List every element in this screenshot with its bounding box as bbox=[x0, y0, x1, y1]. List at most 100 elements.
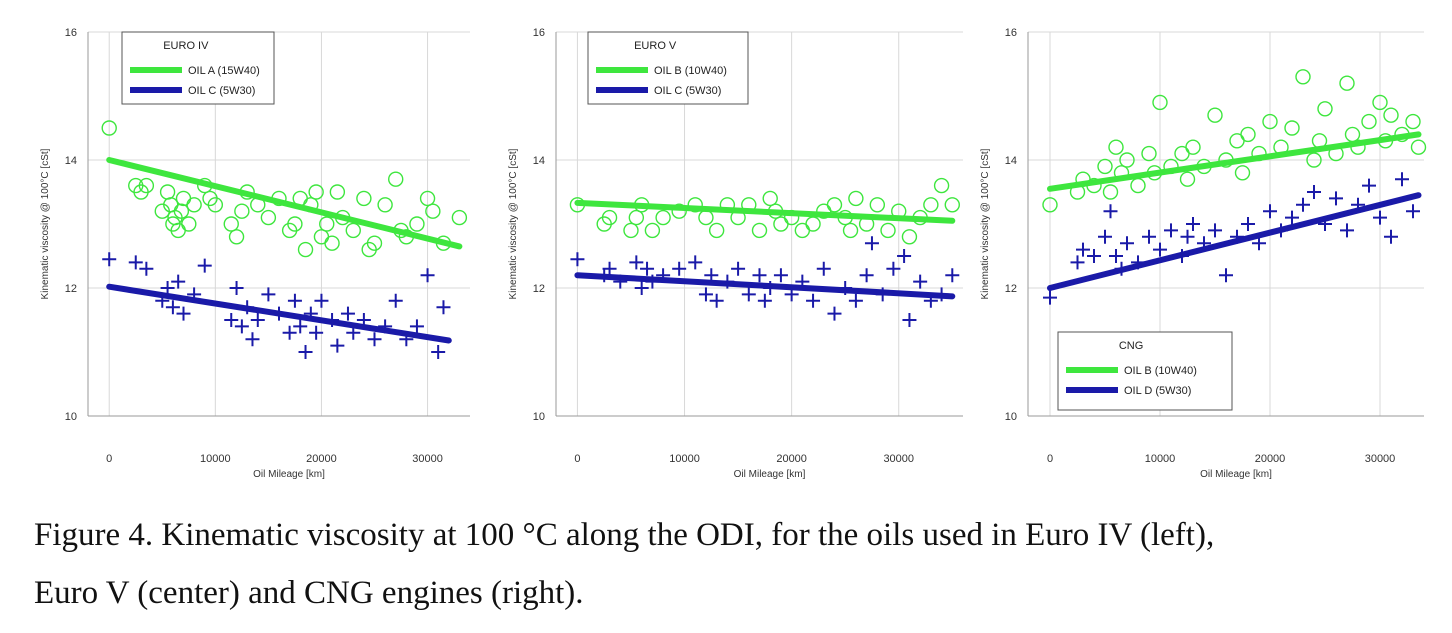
y-tick-label: 12 bbox=[1005, 283, 1017, 295]
data-point-plus bbox=[1070, 255, 1085, 270]
x-tick-label: 0 bbox=[1047, 453, 1053, 465]
data-point-circle bbox=[159, 184, 176, 200]
data-point-plus bbox=[229, 281, 244, 295]
data-point-circle bbox=[419, 190, 436, 207]
data-point-circle bbox=[138, 177, 155, 194]
data-point-plus bbox=[1109, 249, 1123, 263]
data-point-plus bbox=[741, 287, 756, 302]
y-tick-label: 10 bbox=[1005, 411, 1017, 423]
series-green bbox=[569, 177, 960, 245]
legend-label: OIL C (5W30) bbox=[654, 85, 721, 97]
x-tick-label: 20000 bbox=[1255, 453, 1286, 465]
data-point-circle bbox=[1130, 177, 1146, 194]
data-point-circle bbox=[628, 209, 645, 226]
x-axis-title: Oil Mileage [km] bbox=[734, 469, 806, 480]
figure-caption: Figure 4. Kinematic viscosity at 100 °C … bbox=[34, 506, 1434, 622]
data-point-plus bbox=[816, 261, 831, 276]
data-point-plus bbox=[224, 313, 239, 327]
trend-line bbox=[106, 283, 452, 344]
x-tick-label: 20000 bbox=[776, 453, 807, 465]
data-point-circle bbox=[451, 209, 468, 226]
y-tick-label: 14 bbox=[65, 155, 77, 167]
data-point-plus bbox=[570, 252, 585, 267]
y-axis-title: Kinematic viscosity @ 100°C [cSt] bbox=[508, 148, 519, 299]
data-point-plus bbox=[634, 281, 649, 295]
data-point-plus bbox=[128, 255, 143, 270]
data-point-plus bbox=[1103, 204, 1118, 219]
legend-label: OIL A (15W40) bbox=[188, 65, 260, 77]
data-point-circle bbox=[1234, 165, 1251, 181]
data-point-circle bbox=[356, 190, 372, 207]
data-point-plus bbox=[1307, 185, 1321, 199]
data-point-circle bbox=[1240, 126, 1256, 143]
y-tick-label: 12 bbox=[65, 283, 77, 295]
data-point-circle bbox=[923, 197, 939, 213]
legend-label: OIL D (5W30) bbox=[1124, 385, 1191, 397]
data-point-plus bbox=[827, 306, 842, 321]
data-point-plus bbox=[1406, 204, 1420, 219]
data-point-plus bbox=[864, 236, 879, 251]
data-point-circle bbox=[409, 216, 425, 232]
data-point-circle bbox=[1405, 113, 1421, 130]
trend-line bbox=[1047, 192, 1422, 291]
data-point-plus bbox=[1384, 229, 1398, 244]
y-tick-label: 12 bbox=[533, 283, 545, 295]
series-blue bbox=[570, 236, 960, 327]
data-point-plus bbox=[282, 325, 297, 340]
data-point-plus bbox=[1329, 191, 1343, 206]
data-point-circle bbox=[1097, 158, 1113, 175]
data-point-circle bbox=[708, 222, 725, 239]
x-tick-label: 0 bbox=[574, 453, 580, 465]
data-point-plus bbox=[1263, 204, 1277, 219]
data-point-plus bbox=[171, 274, 186, 289]
legend-title: CNG bbox=[1119, 340, 1143, 352]
data-point-plus bbox=[197, 258, 212, 273]
caption-line-2: Euro V (center) and CNG engines (right). bbox=[34, 575, 584, 611]
data-point-plus bbox=[165, 300, 180, 315]
legend-label: OIL B (10W40) bbox=[654, 65, 727, 77]
data-point-plus bbox=[330, 338, 345, 353]
x-tick-label: 30000 bbox=[1365, 453, 1396, 465]
data-point-plus bbox=[672, 261, 687, 276]
data-point-circle bbox=[1141, 145, 1157, 162]
data-point-circle bbox=[207, 197, 224, 213]
data-point-circle bbox=[1339, 75, 1355, 91]
y-tick-label: 16 bbox=[1005, 27, 1017, 39]
data-point-circle bbox=[1174, 145, 1190, 162]
data-point-circle bbox=[644, 222, 661, 239]
data-point-plus bbox=[176, 306, 191, 321]
series-blue bbox=[102, 252, 452, 359]
data-point-circle bbox=[1042, 197, 1058, 213]
data-point-circle bbox=[1102, 184, 1119, 200]
x-tick-label: 10000 bbox=[669, 453, 700, 465]
x-tick-label: 10000 bbox=[1145, 453, 1176, 465]
data-point-circle bbox=[1284, 120, 1300, 136]
data-point-circle bbox=[1317, 101, 1333, 117]
data-point-plus bbox=[1142, 229, 1156, 244]
data-point-circle bbox=[1372, 94, 1388, 111]
data-point-circle bbox=[319, 216, 335, 232]
data-point-plus bbox=[388, 293, 403, 308]
legend: EURO IV OIL A (15W40) OIL C (5W30) bbox=[121, 31, 275, 105]
data-point-plus bbox=[945, 268, 960, 283]
data-point-circle bbox=[297, 241, 314, 258]
data-point-plus bbox=[139, 261, 154, 276]
y-tick-label: 14 bbox=[533, 155, 545, 167]
chart-panel-3: 0 10000 20000 30000 10 12 14 16 Oil Mileage [km]… bbox=[980, 27, 1427, 480]
data-point-circle bbox=[687, 197, 703, 213]
data-point-circle bbox=[794, 222, 811, 239]
data-point-circle bbox=[1108, 139, 1124, 155]
legend-title: EURO IV bbox=[163, 40, 209, 52]
data-point-plus bbox=[1087, 249, 1101, 263]
data-point-circle bbox=[1179, 171, 1196, 187]
legend-label: OIL C (5W30) bbox=[188, 85, 255, 97]
data-point-plus bbox=[640, 261, 655, 276]
data-point-plus bbox=[1098, 229, 1112, 244]
data-point-plus bbox=[314, 293, 329, 308]
chart-panel-1: 0 10000 20000 30000 10 12 14 16 Oil Mileage [km]… bbox=[40, 27, 470, 480]
y-tick-label: 10 bbox=[65, 411, 77, 423]
data-point-plus bbox=[1340, 223, 1354, 238]
data-point-plus bbox=[698, 287, 713, 302]
data-point-plus bbox=[245, 332, 260, 347]
